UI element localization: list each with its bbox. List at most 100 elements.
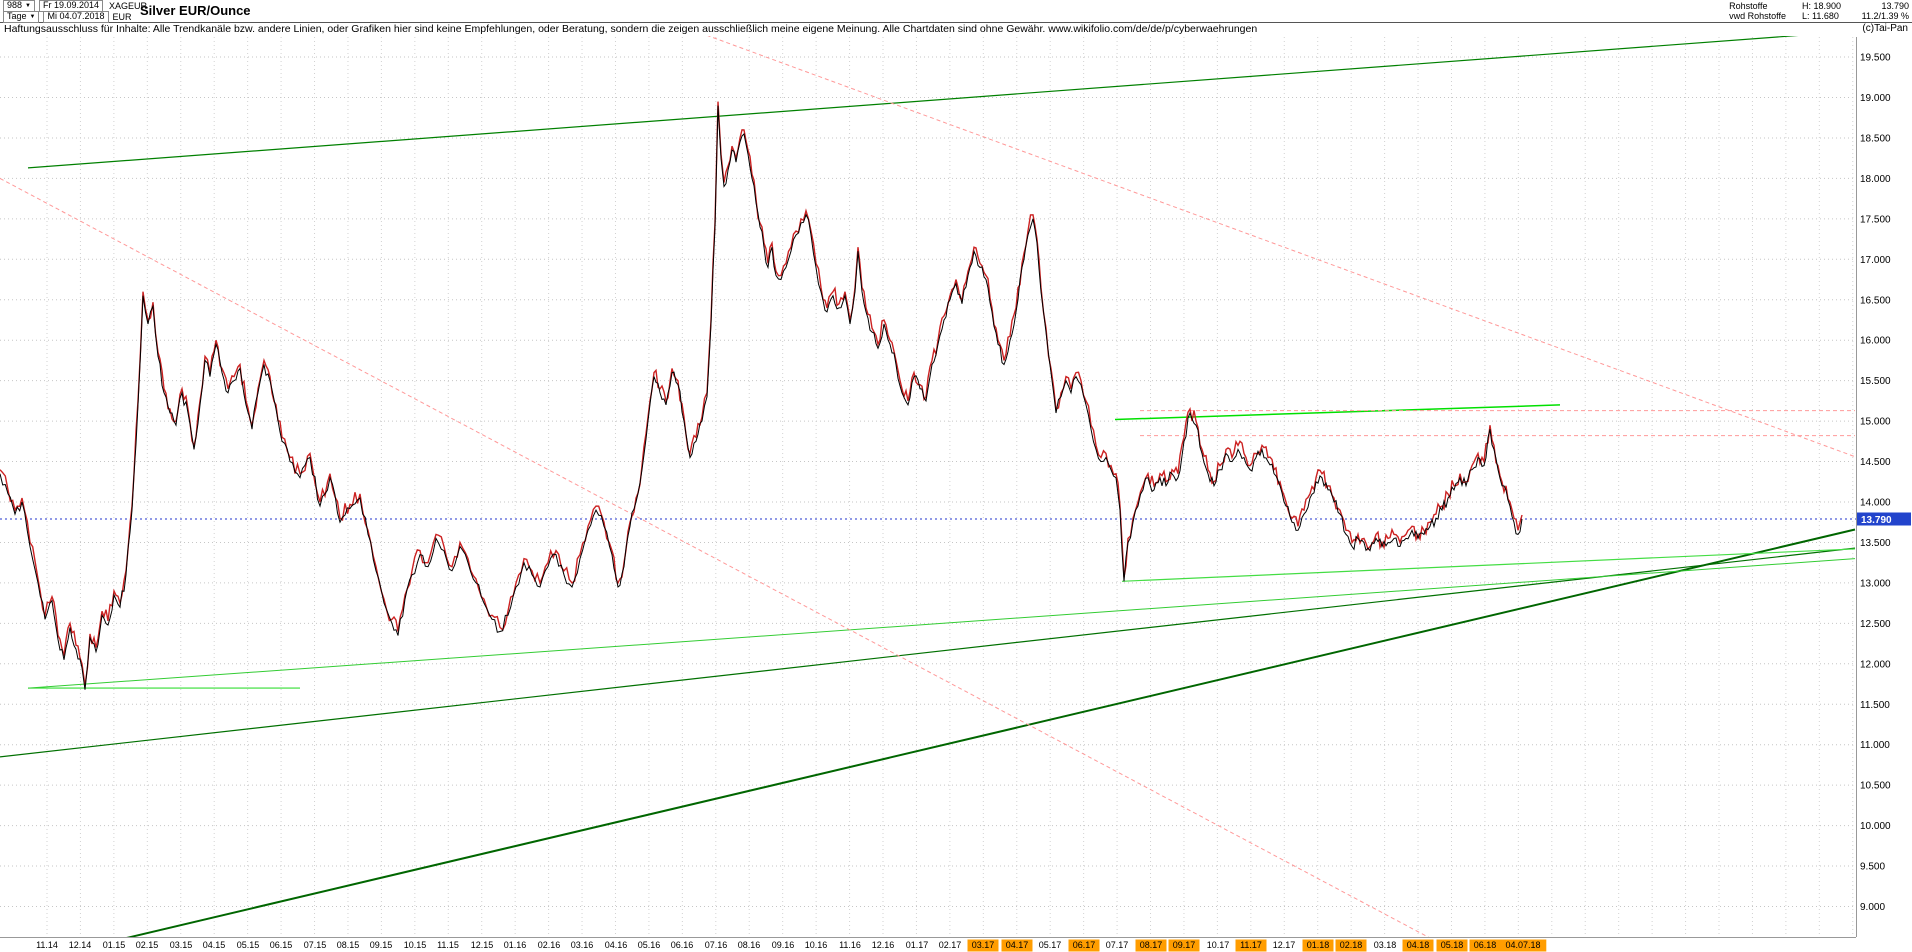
x-axis-label: 08.17 (1140, 940, 1163, 950)
x-axis-label: 10.16 (805, 940, 828, 950)
y-axis-label: 17.500 (1860, 214, 1891, 225)
toolbar: 988 ▼ Fr 19.09.2014 XAGEUR Tage ▼ Mi 04.… (0, 0, 1912, 23)
x-axis-label: 04.17 (1006, 940, 1029, 950)
currency-label: EUR (112, 11, 132, 22)
x-axis-label-highlight (1402, 939, 1434, 952)
toolbar-row-1: 988 ▼ Fr 19.09.2014 XAGEUR (0, 0, 148, 12)
x-axis-label: 04.18 (1407, 940, 1430, 950)
high-label: H: 18.900 (1801, 1, 1841, 11)
x-axis-label-highlight (1135, 939, 1167, 952)
end-date-field[interactable]: Mi 04.07.2018 (43, 10, 109, 23)
trendline-support-2017-lightgreen (1121, 548, 1856, 582)
y-axis-label: 12.000 (1860, 659, 1891, 670)
x-axis-label: 08.16 (738, 940, 761, 950)
low-label: L: 11.680 (1801, 11, 1839, 21)
trendline-downtrend-long-red (0, 177, 1431, 938)
symbol-label: XAGEUR (109, 0, 148, 11)
period-value: Tage (7, 11, 27, 21)
x-axis-label-highlight (1302, 939, 1334, 952)
x-axis-label: 06.15 (270, 940, 293, 950)
x-axis-label: 12.16 (872, 940, 895, 950)
x-axis-label: 05.17 (1039, 940, 1062, 950)
x-axis-label-highlight (1168, 939, 1200, 952)
x-axis-label-highlight (1001, 939, 1033, 952)
x-axis-label: 07.17 (1106, 940, 1129, 950)
y-axis-label: 14.000 (1860, 498, 1891, 509)
trendline-support-rising-lightgreen (27, 558, 1856, 689)
y-axis-label: 10.000 (1860, 821, 1891, 832)
y-axis-label: 13.000 (1860, 578, 1891, 589)
x-axis-label: 06.17 (1073, 940, 1096, 950)
chevron-down-icon: ▼ (29, 13, 36, 20)
y-axis-label: 11.500 (1860, 700, 1890, 711)
x-axis-label: 02.16 (538, 940, 561, 950)
chevron-down-icon: ▼ (25, 2, 31, 9)
y-axis-label: 15.000 (1860, 417, 1891, 428)
x-axis-label-highlight (1469, 939, 1501, 952)
trendline-lower-channel-green-b (121, 528, 1856, 938)
gridlines (0, 37, 1856, 937)
x-axis-label: 03.18 (1374, 940, 1397, 950)
y-axis-label: 17.000 (1860, 255, 1891, 266)
x-axis-label: 07.16 (705, 940, 728, 950)
toolbar-row-2: Tage ▼ Mi 04.07.2018 EUR (0, 10, 132, 23)
y-axis-label: 16.500 (1860, 295, 1891, 306)
x-axis-labels: 11.14 12.14 01.15 02.15 03.15 04.15 05.15 06.15… (36, 939, 1547, 952)
x-axis-label-highlight (1068, 939, 1100, 952)
disclaimer-text: Haftungsausschluss für Inhalte: Alle Tre… (4, 23, 1258, 35)
y-axis-label: 15.500 (1860, 376, 1891, 387)
x-axis-label: 05.18 (1441, 940, 1464, 950)
trendline-downtrend-upper-red (707, 36, 1856, 458)
period-dropdown[interactable]: Tage ▼ (3, 10, 40, 23)
x-axis-label: 02.17 (939, 940, 962, 950)
x-axis-label: 02.15 (136, 940, 159, 950)
x-axis-label: 11.14 (36, 940, 58, 950)
y-axis-label: 13.500 (1860, 538, 1891, 549)
x-axis-label-highlight (1436, 939, 1468, 952)
axis-labels: 19.500 19.000 18.500 18.000 17.500 17.000 16.5… (0, 37, 1911, 938)
provider-label: vwd Rohstoffe (1729, 11, 1786, 21)
y-axis-label: 18.500 (1860, 133, 1891, 144)
y-axis-label: 9.000 (1860, 902, 1885, 913)
x-axis-label: 03.16 (571, 940, 594, 950)
x-axis-label: 05.16 (638, 940, 661, 950)
x-axis-label-highlight (1499, 939, 1547, 952)
change-label: 11.2/1.39 % (1861, 11, 1909, 21)
x-axis-label: 04.07.18 (1505, 940, 1540, 950)
x-axis-label: 11.16 (839, 940, 861, 950)
category-label: Rohstoffe (1729, 1, 1768, 11)
y-axis-label: 16.000 (1860, 336, 1891, 347)
x-axis-label: 11.15 (437, 940, 459, 950)
x-axis-label: 03.17 (972, 940, 995, 950)
x-axis-label: 01.18 (1307, 940, 1330, 950)
quote-info: Rohstoffe H: 18.900 13.790 vwd Rohstoffe… (1729, 1, 1909, 21)
x-axis-label: 10.15 (404, 940, 427, 950)
x-axis-label: 01.17 (906, 940, 929, 950)
y-axis-label: 10.500 (1860, 781, 1891, 792)
y-axis-label: 19.000 (1860, 93, 1891, 104)
page-title: Silver EUR/Ounce (140, 3, 251, 18)
x-axis-label: 11.17 (1240, 940, 1262, 950)
x-axis-label: 08.15 (337, 940, 360, 950)
x-axis-label: 04.15 (203, 940, 226, 950)
last-price-label: 13.790 (1881, 1, 1909, 11)
x-axis-label: 09.17 (1173, 940, 1196, 950)
x-axis-label: 03.15 (170, 940, 193, 950)
x-axis-label: 06.18 (1474, 940, 1497, 950)
bars-count-value: 988 (7, 0, 23, 10)
copyright-label: (c)Tai-Pan (1862, 23, 1908, 34)
x-axis-label-highlight (967, 939, 999, 952)
trendline-upper-channel-green (27, 36, 1799, 169)
x-axis-label-highlight (1235, 939, 1267, 952)
x-axis-label: 01.15 (103, 940, 126, 950)
x-axis-label: 06.16 (671, 940, 694, 950)
current-price-tag (1857, 512, 1911, 526)
chart-lines (0, 36, 1856, 938)
x-axis-label: 12.17 (1273, 940, 1296, 950)
y-axis-label: 14.500 (1860, 457, 1891, 468)
y-axis-label: 12.500 (1860, 619, 1891, 630)
x-axis-label: 09.16 (772, 940, 795, 950)
x-axis-label: 05.15 (237, 940, 260, 950)
y-axis-label: 9.500 (1860, 862, 1885, 873)
